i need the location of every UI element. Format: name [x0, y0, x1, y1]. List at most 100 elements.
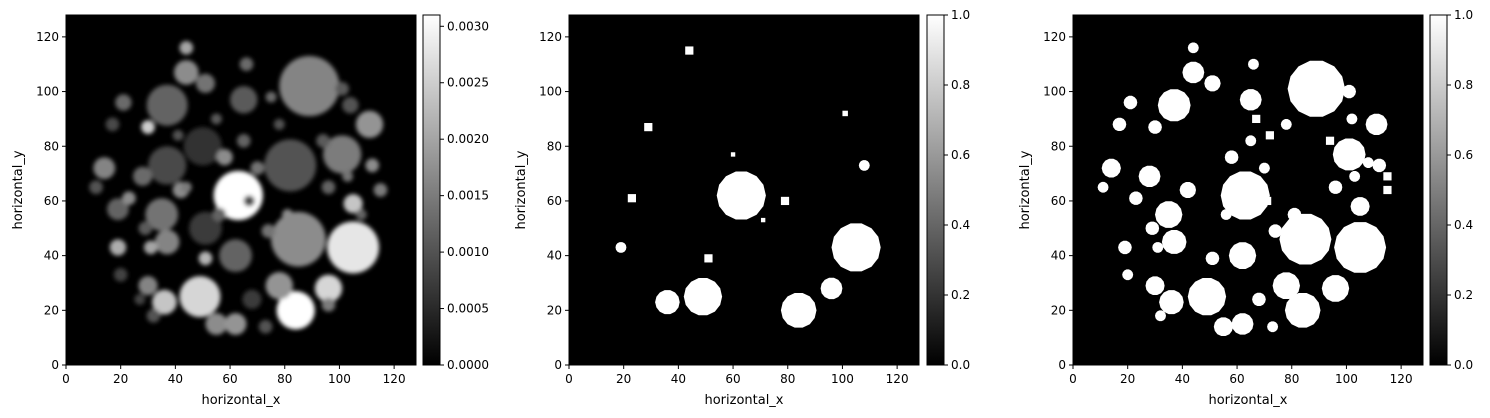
x-tick-label: 100 [831, 372, 854, 386]
blob-24 [1350, 197, 1370, 216]
blob-16 [760, 217, 766, 223]
chart-panel-1: 0 20 40 60 80 100 120 0 20 40 60 80 100 120 horizontal… [11, 14, 489, 408]
colorbar-tick-label: 0.0025 [447, 76, 489, 90]
y-tick-label: 80 [1051, 139, 1066, 153]
colorbar-tick-label: 0.6 [1454, 148, 1473, 162]
colorbar-gradient [926, 14, 945, 366]
y-tick-label: 40 [547, 249, 562, 263]
blob-51 [1280, 119, 1292, 130]
blob-37 [109, 239, 127, 256]
blob-1 [716, 171, 766, 220]
blob-26 [1224, 150, 1239, 164]
blob-4 [1334, 222, 1387, 273]
blob-57 [1362, 157, 1374, 168]
blob-19 [1231, 313, 1254, 335]
blob-61 [342, 170, 354, 182]
y-tick-label: 40 [1051, 249, 1066, 263]
colorbar-tick-label: 1.0 [1454, 8, 1473, 22]
blob-43 [1325, 136, 1335, 145]
x-tick-label: 80 [1284, 372, 1299, 386]
x-tick-label: 120 [1390, 372, 1413, 386]
x-axis-label: horizontal_x [1208, 393, 1287, 408]
blob-5 [1187, 278, 1227, 316]
blob-28 [1148, 120, 1162, 134]
blob-10 [148, 146, 187, 185]
x-tick-label: 40 [671, 372, 686, 386]
blob-9 [1155, 201, 1183, 228]
blob-38 [1328, 180, 1343, 194]
colorbar-tick-label: 0.0 [1454, 358, 1473, 372]
blob-49 [236, 133, 251, 148]
blob-27 [195, 73, 216, 93]
y-axis-label: horizontal_y [1018, 150, 1033, 229]
blob-18 [1213, 317, 1233, 336]
x-tick-label: 100 [1335, 372, 1358, 386]
blob-2 [264, 139, 317, 192]
blob-60 [273, 118, 285, 130]
blob-46 [1112, 117, 1127, 131]
y-tick-label: 0 [51, 358, 59, 372]
blob-4 [780, 293, 817, 328]
colorbar: 0.0000 0.0005 0.0010 0.0015 0.0020 0.0025 0.00… [422, 14, 489, 372]
y-tick-label: 120 [1043, 30, 1066, 44]
blob-45 [321, 180, 336, 195]
x-tick-label: 0 [565, 372, 573, 386]
blob-layer [89, 40, 388, 335]
x-tick-label: 80 [780, 372, 795, 386]
x-tick-label: 20 [1120, 372, 1135, 386]
blob-13 [189, 211, 222, 245]
blob-65 [172, 129, 184, 141]
colorbar-tick-label: 0.2 [951, 288, 970, 302]
y-tick-label: 20 [44, 303, 59, 317]
blob-30 [343, 194, 363, 214]
blob-48 [1155, 310, 1166, 322]
blob-11 [323, 135, 362, 174]
x-tick-label: 40 [1175, 372, 1190, 386]
blob-56 [146, 308, 161, 323]
blob-13 [1272, 272, 1300, 299]
x-tick-label: 60 [1229, 372, 1244, 386]
blob-28 [132, 166, 153, 186]
x-tick-label: 20 [113, 372, 128, 386]
x-tick-label: 0 [62, 372, 70, 386]
blob-24 [224, 313, 247, 335]
blob-layer [1097, 42, 1392, 336]
colorbar-gradient [422, 14, 441, 366]
blob-59 [138, 221, 153, 236]
blob-12 [1321, 275, 1350, 302]
blob-2 [1220, 171, 1270, 220]
blob-3 [213, 170, 263, 221]
x-tick-label: 80 [277, 372, 292, 386]
blob-58 [265, 91, 277, 103]
blob-64 [210, 113, 222, 125]
blob-59 [1252, 114, 1261, 124]
blob-6 [1284, 293, 1321, 328]
colorbar-tick-label: 0.4 [1454, 218, 1473, 232]
blob-8 [146, 84, 188, 126]
blob-23 [1138, 165, 1161, 187]
blob-56 [1346, 113, 1358, 125]
blob-42 [1245, 135, 1257, 147]
blob-30 [1252, 292, 1266, 306]
blob-12 [780, 196, 790, 206]
x-axis-label: horizontal_x [201, 393, 280, 408]
colorbar-tick-label: 0.0015 [447, 189, 489, 203]
x-tick-label: 120 [886, 372, 909, 386]
blob-14 [842, 110, 848, 117]
y-tick-label: 20 [547, 303, 562, 317]
colorbar-tick-label: 0.0030 [447, 19, 489, 33]
blob-54 [180, 181, 192, 193]
blob-16 [1159, 290, 1184, 315]
colorbar-gradient [1429, 14, 1448, 366]
y-tick-label: 0 [554, 358, 562, 372]
blob-12 [145, 198, 179, 232]
y-tick-label: 120 [36, 30, 59, 44]
blob-33 [1129, 191, 1143, 205]
blob-10 [1228, 242, 1257, 269]
blob-16 [355, 110, 384, 139]
blob-19 [230, 86, 258, 114]
blob-53 [105, 117, 120, 132]
blob-21 [1145, 276, 1165, 295]
colorbar-tick-label: 0.8 [951, 78, 970, 92]
